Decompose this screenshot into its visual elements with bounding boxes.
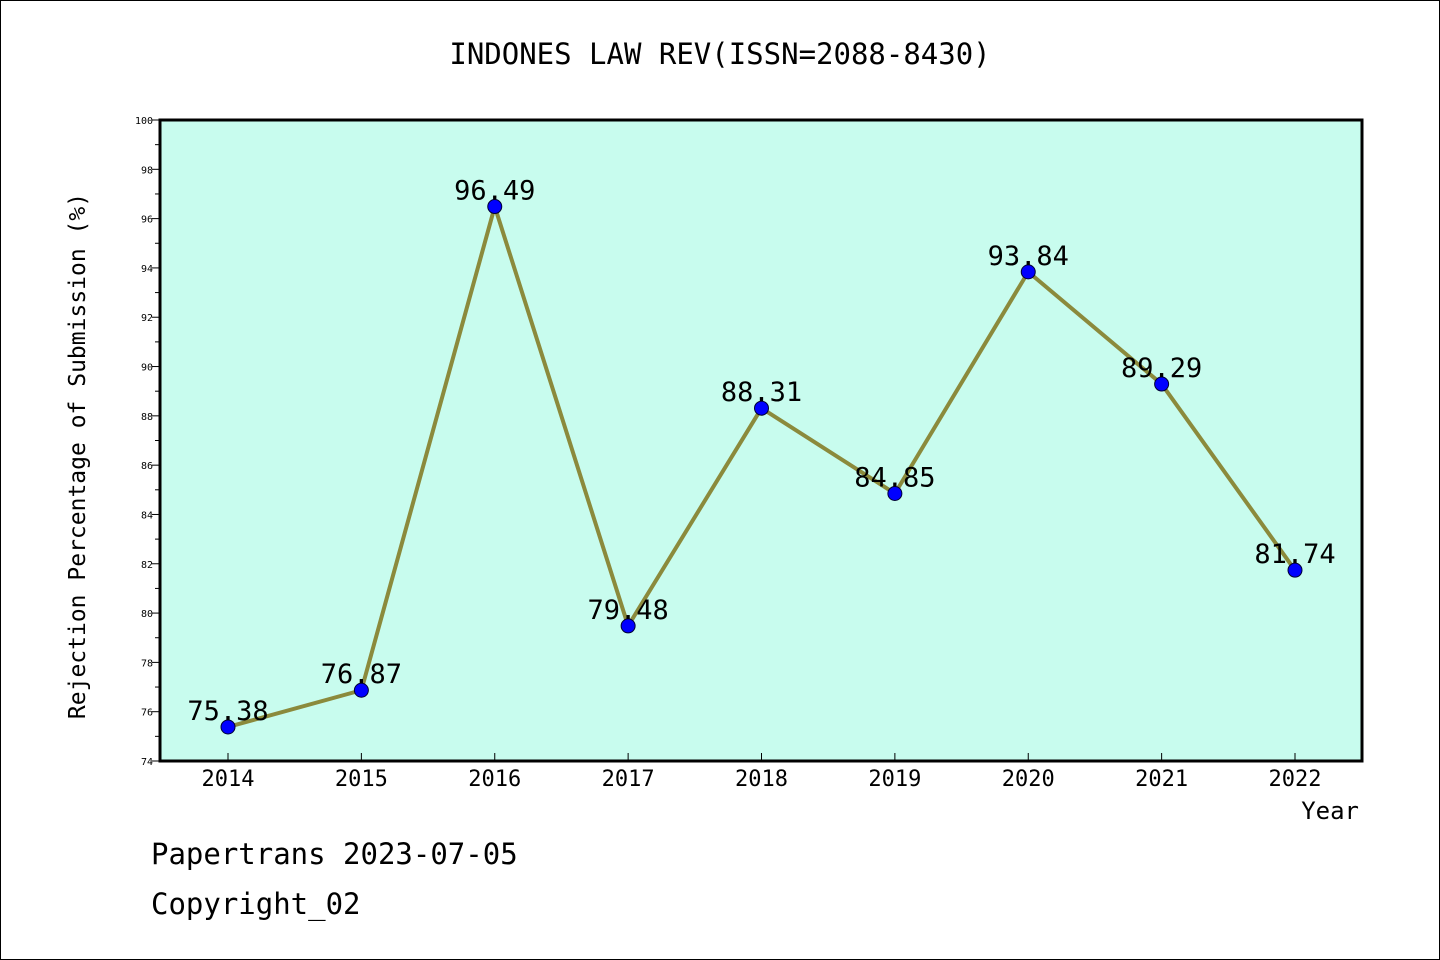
plot-area [160,120,1362,761]
data-point [887,486,903,502]
data-label: 79.48 [587,595,668,626]
footer-copyright: Copyright_02 [151,887,361,921]
y-tick-label: 88 [141,412,153,423]
data-label: 88.31 [721,377,802,408]
y-tick-label: 76 [141,708,153,719]
x-tick-label: 2021 [1135,767,1188,792]
y-tick-label: 98 [141,165,153,176]
data-label: 81.74 [1254,539,1335,570]
y-tick-label: 100 [135,116,153,127]
x-tick-label: 2019 [868,767,921,792]
x-axis-label: Year [1301,797,1359,825]
y-tick-label: 86 [141,461,153,472]
data-point [1154,376,1170,392]
data-label: 76.87 [321,659,402,690]
y-tick-label: 90 [141,363,153,374]
data-label: 89.29 [1121,353,1202,384]
data-label: 96.49 [454,176,535,207]
y-tick-label: 78 [141,658,153,669]
x-tick-label: 2014 [202,767,255,792]
data-point [620,618,636,634]
chart-title: INDONES LAW REV(ISSN=2088-8430) [449,37,991,71]
y-tick-label: 94 [141,264,153,275]
data-point [754,400,769,416]
data-point [487,199,503,215]
footer-date: Papertrans 2023-07-05 [151,837,518,871]
y-tick-label: 82 [141,560,153,571]
x-tick-label: 2022 [1269,767,1322,792]
x-tick-label: 2020 [1002,767,1055,792]
data-label: 93.84 [988,241,1069,272]
data-label: 84.85 [854,463,935,494]
x-tick-label: 2018 [735,767,788,792]
y-tick-label: 96 [141,215,153,226]
y-tick-label: 84 [141,510,153,521]
plot-border [158,118,1364,763]
data-point [220,719,236,735]
x-tick-label: 2017 [602,767,655,792]
y-tick-label: 92 [141,313,153,324]
data-point [1020,264,1036,280]
y-tick-label: 80 [141,609,153,620]
x-tick-label: 2016 [468,767,521,792]
data-point [1287,562,1303,578]
y-tick-label: 74 [141,757,153,768]
x-tick-label: 2015 [335,767,388,792]
data-label: 75.38 [187,696,268,727]
data-point [353,682,369,698]
